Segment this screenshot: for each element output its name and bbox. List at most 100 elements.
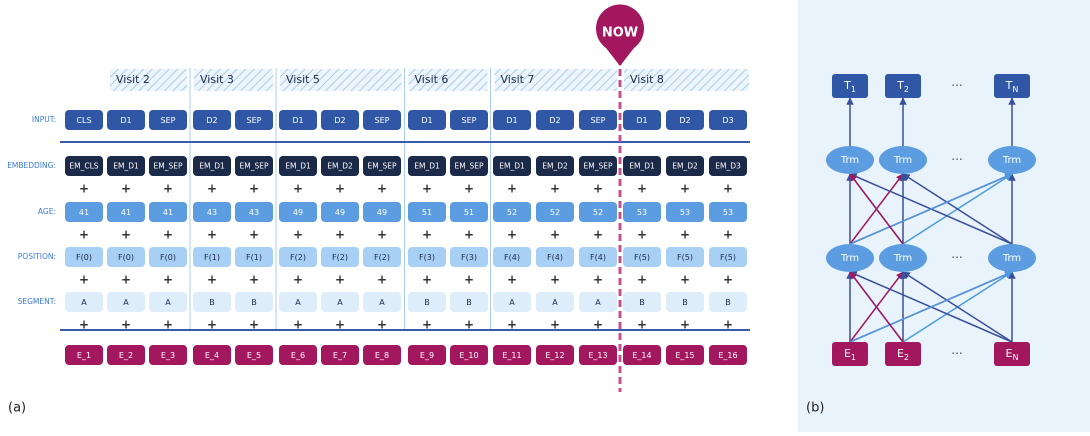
token-text: D1 bbox=[120, 116, 131, 125]
letter: T bbox=[843, 79, 851, 92]
token bbox=[235, 110, 273, 130]
token-text: F(0) bbox=[160, 253, 176, 262]
token-text: SEP bbox=[375, 116, 390, 125]
token bbox=[279, 110, 317, 130]
token bbox=[666, 247, 704, 267]
trm-label: Trm bbox=[840, 253, 859, 264]
token bbox=[579, 345, 617, 365]
token bbox=[666, 156, 704, 176]
visit-label: Visit 5 bbox=[286, 73, 320, 86]
letter: T bbox=[1005, 79, 1013, 92]
visit-label: Visit 2 bbox=[116, 73, 150, 86]
token bbox=[623, 202, 661, 222]
visit-box bbox=[194, 69, 273, 91]
plus: + bbox=[335, 182, 345, 196]
panel-label: (a) bbox=[8, 401, 26, 416]
ellipsis: ··· bbox=[951, 79, 962, 93]
plus: + bbox=[464, 318, 474, 332]
subscript: 1 bbox=[851, 353, 856, 362]
token bbox=[107, 345, 145, 365]
token-text: B bbox=[725, 298, 731, 307]
token bbox=[579, 247, 617, 267]
plus: + bbox=[464, 273, 474, 287]
token-text: A bbox=[165, 298, 171, 307]
node-label: T1 bbox=[843, 79, 856, 94]
plus: + bbox=[207, 182, 217, 196]
token bbox=[536, 345, 574, 365]
plus: + bbox=[422, 318, 432, 332]
token-text: EM_D1 bbox=[499, 162, 525, 171]
trm-label: Trm bbox=[893, 155, 912, 166]
token bbox=[279, 202, 317, 222]
token-text: A bbox=[552, 298, 558, 307]
token bbox=[666, 345, 704, 365]
plus: + bbox=[121, 228, 131, 242]
token bbox=[408, 156, 446, 176]
plus: + bbox=[507, 182, 517, 196]
plus: + bbox=[377, 182, 387, 196]
visit-box bbox=[408, 69, 488, 91]
trm-node bbox=[826, 146, 874, 174]
token-text: A bbox=[509, 298, 515, 307]
token-text: SEP bbox=[161, 116, 176, 125]
token bbox=[709, 110, 747, 130]
token bbox=[235, 345, 273, 365]
plus: + bbox=[680, 273, 690, 287]
token bbox=[193, 110, 231, 130]
plus: + bbox=[163, 318, 173, 332]
token bbox=[623, 292, 661, 312]
token-text: E_1 bbox=[77, 351, 91, 360]
token-text: B bbox=[639, 298, 645, 307]
plus: + bbox=[550, 182, 560, 196]
node-label: TN bbox=[1005, 79, 1019, 94]
plus: + bbox=[550, 228, 560, 242]
token-text: E_7 bbox=[333, 351, 347, 360]
token bbox=[493, 202, 531, 222]
token bbox=[363, 345, 401, 365]
token bbox=[666, 292, 704, 312]
token bbox=[579, 110, 617, 130]
token bbox=[279, 345, 317, 365]
token bbox=[279, 292, 317, 312]
token bbox=[579, 292, 617, 312]
token bbox=[709, 345, 747, 365]
token-text: F(4) bbox=[504, 253, 520, 262]
token bbox=[235, 156, 273, 176]
token-text: D2 bbox=[549, 116, 560, 125]
token-text: A bbox=[295, 298, 301, 307]
plus: + bbox=[723, 228, 733, 242]
plus: + bbox=[593, 273, 603, 287]
token bbox=[65, 345, 103, 365]
plus: + bbox=[249, 182, 259, 196]
token-text: 43 bbox=[249, 208, 259, 217]
token bbox=[149, 247, 187, 267]
token-text: SEP bbox=[247, 116, 262, 125]
now-label: NOW bbox=[602, 26, 638, 41]
token bbox=[321, 156, 359, 176]
token bbox=[363, 156, 401, 176]
token-text: F(3) bbox=[461, 253, 477, 262]
token-text: F(5) bbox=[634, 253, 650, 262]
token bbox=[65, 247, 103, 267]
trm-label: Trm bbox=[840, 155, 859, 166]
token-text: EM_D3 bbox=[715, 162, 741, 171]
plus: + bbox=[249, 273, 259, 287]
token-text: F(0) bbox=[118, 253, 134, 262]
subscript: 2 bbox=[904, 85, 909, 94]
token bbox=[623, 156, 661, 176]
visit-label: Visit 8 bbox=[630, 73, 664, 86]
token bbox=[107, 110, 145, 130]
plus: + bbox=[637, 273, 647, 287]
plus: + bbox=[79, 318, 89, 332]
token bbox=[536, 156, 574, 176]
token-text: D1 bbox=[421, 116, 432, 125]
plus: + bbox=[593, 228, 603, 242]
token bbox=[193, 156, 231, 176]
token-text: CLS bbox=[76, 116, 91, 125]
now-pin bbox=[596, 4, 645, 66]
plus: + bbox=[207, 318, 217, 332]
token bbox=[279, 247, 317, 267]
plus: + bbox=[637, 228, 647, 242]
token bbox=[536, 202, 574, 222]
node-box bbox=[994, 74, 1030, 98]
